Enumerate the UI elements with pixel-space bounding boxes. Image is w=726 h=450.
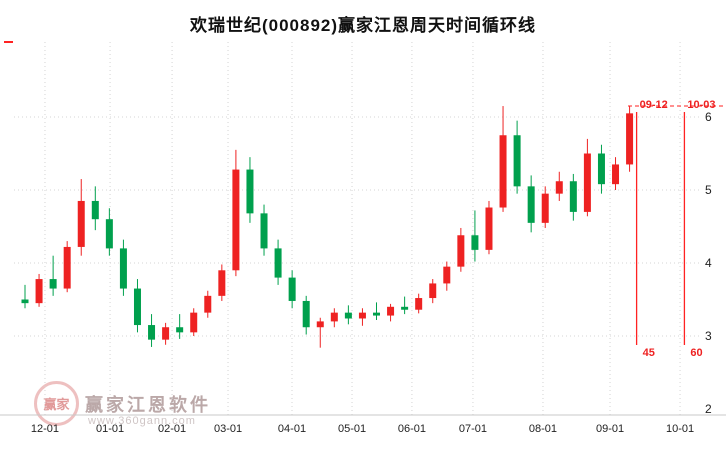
candle-body [485, 207, 493, 250]
x-axis-label: 01-01 [96, 423, 124, 435]
candle-body [612, 164, 620, 185]
gann-count-label: 60 [690, 347, 702, 359]
candle-body [330, 312, 338, 322]
gann-count-label: 45 [643, 347, 655, 359]
candle-body [597, 153, 605, 185]
candle-body [260, 213, 268, 249]
candle-body [387, 306, 395, 316]
candle-body [513, 135, 521, 187]
candle-body [77, 200, 85, 247]
candle-body [274, 248, 282, 278]
candle-body [35, 279, 43, 304]
page-title: 欢瑞世纪(000892)赢家江恩周天时间循环线 [189, 16, 537, 35]
y-axis-label: 4 [705, 256, 712, 270]
x-axis-label: 10-01 [666, 423, 694, 435]
candle-body [626, 113, 634, 165]
candle-body [401, 306, 409, 310]
candle-body [569, 181, 577, 212]
x-axis-label: 12-01 [31, 423, 59, 435]
candle-body [316, 321, 324, 328]
gann-date-label: 09-12 [640, 99, 668, 111]
gann-date-label: 10-03 [687, 99, 715, 111]
candle-body [288, 277, 296, 301]
candle-body [457, 235, 465, 267]
y-axis-label: 2 [705, 402, 712, 416]
x-axis-label: 05-01 [338, 423, 366, 435]
plot-corner-tick [4, 41, 13, 43]
candle-body [21, 299, 29, 304]
candle-body [162, 327, 170, 340]
brand-logo-icon: 赢家 [34, 381, 79, 426]
candle-body [443, 266, 451, 284]
x-axis-label: 07-01 [459, 423, 487, 435]
brand-url: www.360gann.com [88, 415, 196, 427]
candle-body [527, 186, 535, 223]
candle-body [176, 327, 184, 333]
y-axis-label: 5 [705, 183, 712, 197]
brand-name: 赢家江恩软件 [85, 395, 211, 415]
candle-body [119, 248, 127, 289]
candle-body [49, 279, 57, 289]
x-axis-label: 06-01 [398, 423, 426, 435]
candle-body [302, 300, 310, 328]
candle-body [429, 283, 437, 299]
candle-body [471, 235, 479, 250]
candle-body [583, 153, 591, 212]
candle-body [105, 219, 113, 249]
brand-logo-text: 赢家 [43, 397, 70, 412]
candle-body [415, 298, 423, 310]
x-axis-label: 02-01 [158, 423, 186, 435]
candle-body [373, 312, 380, 316]
candle-body [218, 270, 226, 296]
candle-body [246, 169, 254, 214]
candle-body [148, 325, 156, 340]
y-axis-label: 6 [705, 110, 712, 124]
candle-body [358, 312, 366, 319]
y-axis-label: 3 [705, 329, 712, 343]
x-axis-label: 08-01 [529, 423, 557, 435]
x-axis-label: 04-01 [278, 423, 306, 435]
candle-body [133, 288, 141, 326]
candle-body [63, 246, 71, 289]
candle-body [555, 181, 563, 194]
candle-body [344, 312, 352, 319]
candle-body [232, 169, 240, 271]
candle-body [190, 312, 198, 333]
candle-body [204, 295, 212, 313]
candle-body [91, 200, 99, 220]
candle-body [499, 135, 507, 208]
x-axis-label: 03-01 [214, 423, 242, 435]
candle-body [541, 193, 549, 223]
x-axis-label: 09-01 [596, 423, 624, 435]
